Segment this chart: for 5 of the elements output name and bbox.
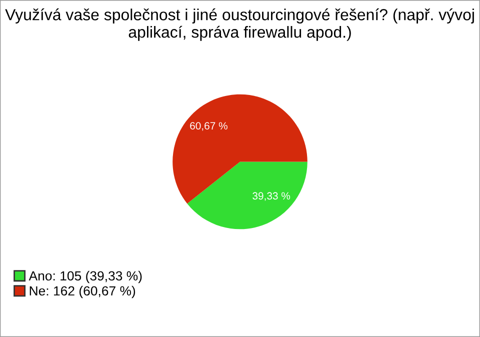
chart-title: Využívá vaše společnost i jiné oustourcingové řešení? (např. vývoj aplikací, správa firewallu apod.) <box>5 8 474 41</box>
data-label: 39,33 % <box>252 192 290 201</box>
legend-label: Ne: 162 (60,67 %) <box>30 286 136 298</box>
legend-label: Ano: 105 (39,33 %) <box>28 270 142 284</box>
data-label: 60,67 % <box>190 122 228 131</box>
